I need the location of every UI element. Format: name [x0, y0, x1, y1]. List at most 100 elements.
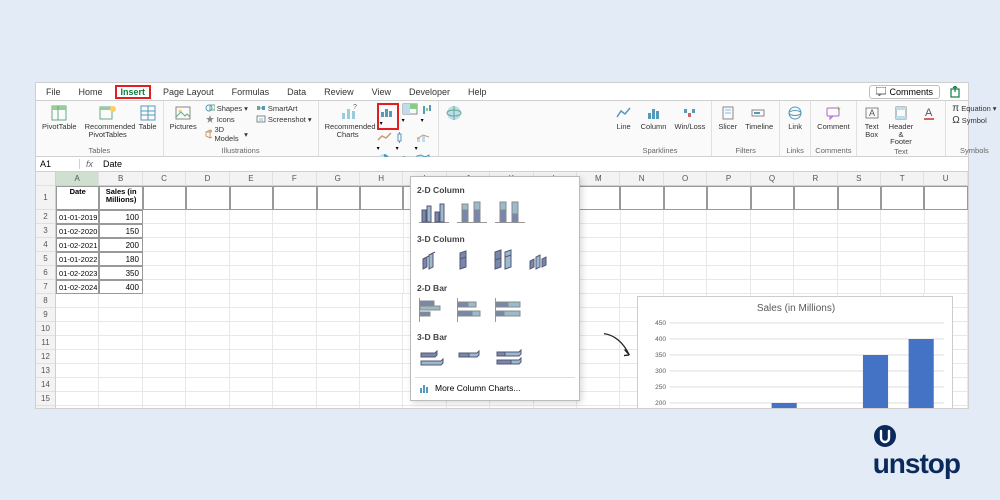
spreadsheet-grid: 1 234567 891011121314151617 ABCDEFGHIJKL… — [36, 172, 968, 408]
3d-stacked-icon[interactable] — [455, 249, 483, 273]
shapes-button[interactable]: Shapes▾ — [203, 103, 250, 113]
brand-logo: unstop — [873, 424, 960, 480]
equation-button[interactable]: πEquation▾ — [950, 103, 998, 114]
tab-formulas[interactable]: Formulas — [226, 85, 276, 99]
pictures-button[interactable]: Pictures — [168, 103, 199, 132]
dropdown-row-2d-bar — [415, 296, 575, 328]
table-button[interactable]: Table — [137, 103, 159, 132]
tab-view[interactable]: View — [366, 85, 397, 99]
svg-text:Sales (in Millions): Sales (in Millions) — [757, 303, 835, 314]
recommended-pivottables-button[interactable]: Recommended PivotTables — [83, 103, 133, 139]
clustered-column-icon[interactable] — [419, 200, 449, 224]
header-footer-button[interactable]: Header & Footer — [887, 103, 916, 147]
share-button[interactable] — [950, 86, 962, 98]
svg-text:350: 350 — [655, 352, 666, 359]
hierarchy-chart-button[interactable]: ▾ — [402, 103, 418, 130]
tab-file[interactable]: File — [40, 85, 67, 99]
line-chart-button[interactable]: ▾ — [377, 131, 393, 152]
group-charts: ? Recommended Charts ▾ ▾ ▾ ▾ ▾ ▾ — [319, 101, 439, 156]
waterfall-chart-button[interactable]: ▾ — [421, 103, 437, 130]
name-box[interactable]: A1 — [36, 159, 80, 169]
group-links-label: Links — [784, 146, 806, 156]
3d-stacked100-bar-icon[interactable] — [495, 347, 525, 371]
ribbon: PivotTable Recommended PivotTables Table… — [36, 101, 968, 157]
link-button[interactable]: Link — [784, 103, 806, 132]
combo-chart-button[interactable]: ▾ — [415, 131, 431, 152]
formula-value[interactable]: Date — [99, 159, 122, 169]
share-icon — [950, 86, 962, 98]
header-date[interactable]: Date — [56, 186, 99, 210]
excel-window: File Home Insert Page Layout Formulas Da… — [35, 82, 969, 409]
group-comments-label: Comments — [815, 146, 852, 156]
svg-text:300: 300 — [655, 368, 666, 375]
symbol-button[interactable]: ΩSymbol — [950, 115, 998, 126]
tab-review[interactable]: Review — [318, 85, 360, 99]
group-symbols: πEquation▾ ΩSymbol Symbols — [946, 101, 1000, 156]
comments-button[interactable]: Comments — [869, 85, 940, 99]
3d-stacked100-icon[interactable] — [491, 249, 519, 273]
tab-help[interactable]: Help — [462, 85, 493, 99]
stats-chart-button[interactable]: ▾ — [396, 131, 412, 152]
tab-page-layout[interactable]: Page Layout — [157, 85, 220, 99]
3d-column-icon[interactable] — [527, 249, 555, 273]
group-text: AText Box Header & Footer A Text — [857, 101, 947, 156]
svg-text:?: ? — [353, 104, 357, 111]
group-filters-label: Filters — [716, 146, 775, 156]
maps-button[interactable] — [443, 103, 465, 123]
stacked100-bar-icon[interactable] — [495, 298, 525, 322]
chart-icon — [419, 382, 431, 394]
dropdown-row-2d-column — [415, 198, 575, 230]
slicer-button[interactable]: Slicer — [716, 103, 739, 132]
fx-label: fx — [80, 159, 99, 169]
svg-text:200: 200 — [655, 400, 666, 407]
dropdown-section-3d-column: 3-D Column — [417, 234, 575, 244]
3d-clustered-bar-icon[interactable] — [419, 347, 449, 371]
svg-text:A: A — [869, 108, 875, 118]
dropdown-section-2d-column: 2-D Column — [417, 185, 575, 195]
group-tables-label: Tables — [40, 146, 159, 156]
recommended-charts-button[interactable]: ? Recommended Charts — [323, 103, 373, 139]
tab-developer[interactable]: Developer — [403, 85, 456, 99]
pivottable-button[interactable]: PivotTable — [40, 103, 79, 132]
3d-stacked-bar-icon[interactable] — [457, 347, 487, 371]
tab-home[interactable]: Home — [73, 85, 109, 99]
tab-insert[interactable]: Insert — [115, 85, 152, 99]
column-chart-dropdown[interactable]: ▾ — [377, 103, 399, 130]
stacked100-column-icon[interactable] — [495, 200, 525, 224]
group-links: Link Links — [780, 101, 811, 156]
text-more-button[interactable]: A — [919, 103, 941, 123]
sparkline-line-button[interactable]: Line — [613, 103, 635, 132]
stacked-column-icon[interactable] — [457, 200, 487, 224]
group-illustrations: Pictures Shapes▾ Icons 3D Models▾ SmartA… — [164, 101, 319, 156]
ribbon-tabs: File Home Insert Page Layout Formulas Da… — [36, 83, 968, 101]
more-column-charts[interactable]: More Column Charts... — [415, 377, 575, 396]
header-sales[interactable]: Sales (in Millions) — [99, 186, 142, 210]
comments-label: Comments — [889, 87, 933, 97]
svg-text:250: 250 — [655, 384, 666, 391]
group-symbols-label: Symbols — [950, 146, 998, 156]
stacked-bar-icon[interactable] — [457, 298, 487, 322]
3d-models-button[interactable]: 3D Models▾ — [203, 125, 250, 143]
group-text-label: Text — [861, 147, 942, 157]
group-comments: +Comment Comments — [811, 101, 857, 156]
comment-icon — [876, 87, 886, 96]
svg-text:A: A — [925, 107, 933, 119]
svg-text:400: 400 — [655, 336, 666, 343]
sparkline-winloss-button[interactable]: Win/Loss — [672, 103, 707, 132]
svg-text:450: 450 — [655, 320, 666, 327]
textbox-button[interactable]: AText Box — [861, 103, 883, 139]
comment-button[interactable]: +Comment — [815, 103, 852, 132]
sparkline-column-button[interactable]: Column — [639, 103, 669, 132]
3d-clustered-icon[interactable] — [419, 249, 447, 273]
group-sparklines-label: Sparklines — [613, 146, 708, 156]
dropdown-row-3d-column — [415, 247, 575, 279]
timeline-button[interactable]: Timeline — [743, 103, 775, 132]
tab-data[interactable]: Data — [281, 85, 312, 99]
clustered-bar-icon[interactable] — [419, 298, 449, 322]
screenshot-button[interactable]: Screenshot▾ — [254, 114, 314, 124]
group-filters: Slicer Timeline Filters — [712, 101, 780, 156]
icons-button[interactable]: Icons — [203, 114, 250, 124]
row-headers: 1 234567 891011121314151617 — [36, 172, 56, 408]
smartart-button[interactable]: SmartArt — [254, 103, 314, 113]
embedded-chart[interactable]: Sales (in Millions)050100150200250300350… — [637, 296, 953, 408]
